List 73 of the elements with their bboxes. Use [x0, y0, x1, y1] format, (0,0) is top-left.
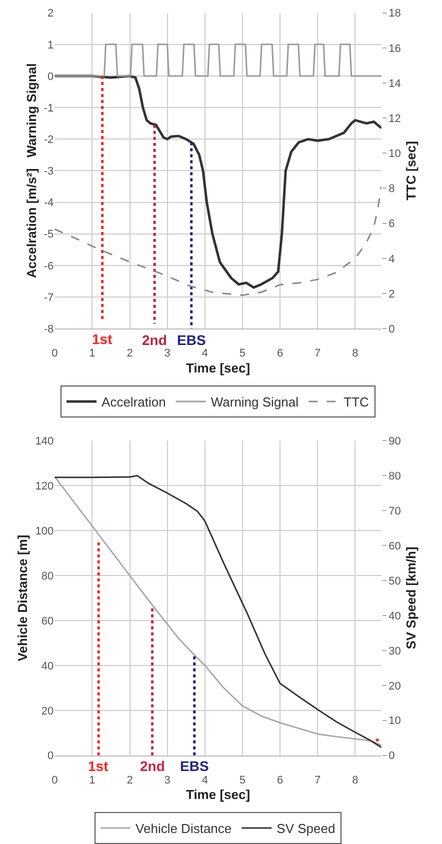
y2-tick-label: 14 — [388, 78, 401, 90]
y2-tick-label: 40 — [388, 610, 401, 622]
y2-axis-title: SV Speed [km/h] — [403, 546, 418, 650]
y2-tick-label: 10 — [388, 148, 401, 160]
y-tick-label: 1 — [48, 39, 54, 52]
y-tick-label: -5 — [44, 228, 54, 241]
x-tick-label: 7 — [314, 774, 321, 787]
y2-tick-label: 10 — [388, 715, 401, 728]
x-tick-label: 6 — [276, 348, 284, 360]
y2-tick-label: 18 — [388, 8, 401, 20]
legend-label: Warning Signal — [210, 394, 299, 410]
y2-tick-label: 6 — [388, 218, 395, 230]
y2-tick-label: 30 — [388, 645, 401, 658]
y2-tick-label: 90 — [388, 436, 401, 448]
x-tick-label: 8 — [352, 774, 358, 787]
y2-tick-label: 12 — [388, 112, 401, 125]
y2-tick-label: 80 — [388, 470, 401, 482]
y-tick-label: -4 — [44, 197, 54, 210]
x-tick-label: 4 — [202, 774, 208, 787]
y-tick-label: -6 — [44, 260, 54, 272]
x-tick-label: 7 — [314, 348, 321, 360]
legend-label: Vehicle Distance — [136, 821, 232, 836]
y-tick-label: -3 — [44, 166, 54, 178]
annotation: 2nd — [140, 758, 165, 774]
annotation: 2nd — [142, 332, 167, 348]
y2-tick-label: 70 — [388, 505, 401, 518]
y2-axis-title: TTC [sec] — [403, 141, 418, 200]
x-tick-label: 3 — [164, 348, 170, 360]
y2-tick-label: 2 — [388, 288, 395, 300]
x-tick-label: 6 — [276, 774, 284, 787]
y2-tick-label: 50 — [388, 575, 401, 588]
y-tick-label: 80 — [41, 570, 54, 582]
x-tick-label: 1 — [89, 348, 96, 360]
y-tick-label: 0 — [48, 70, 54, 83]
y2-tick-label: 20 — [388, 680, 401, 692]
x-tick-label: 2 — [126, 348, 133, 360]
legend-label: TTC — [344, 394, 369, 410]
y2-tick-label: 8 — [388, 183, 395, 196]
line-series — [54, 186, 382, 296]
y-tick-label: 60 — [41, 615, 54, 628]
y2-tick-label: 4 — [388, 253, 395, 266]
y-tick-label: 0 — [48, 750, 54, 762]
y-tick-label: 2 — [48, 8, 54, 20]
x-axis-title: Time [sec] — [186, 360, 250, 376]
annotation: EBS — [180, 758, 209, 774]
x-tick-label: 1 — [89, 774, 96, 787]
x-tick-label: 4 — [202, 348, 208, 360]
legend-label: Accelration — [102, 394, 166, 410]
annotation: EBS — [177, 332, 206, 348]
y-tick-label: -1 — [44, 102, 54, 114]
annotation: 1st — [92, 331, 113, 347]
x-tick-label: 5 — [239, 774, 246, 787]
y2-tick-label: 16 — [388, 42, 401, 55]
x-tick-label: 5 — [239, 348, 246, 360]
x-tick-label: 8 — [352, 348, 358, 360]
x-tick-label: 2 — [126, 774, 133, 787]
y-tick-label: 20 — [41, 705, 54, 718]
annotation: 1st — [88, 758, 109, 774]
y-tick-label: -2 — [44, 134, 54, 146]
y-tick-label: 140 — [35, 436, 54, 448]
y-tick-label: 120 — [35, 480, 54, 492]
x-axis-title: Time [sec] — [186, 787, 250, 802]
y-tick-label: -8 — [44, 323, 54, 336]
y-axis-title: Vehicle Distance [m] — [15, 534, 30, 662]
y2-tick-label: 60 — [388, 540, 401, 552]
y-tick-label: 40 — [41, 660, 54, 672]
y-tick-label: -7 — [44, 292, 54, 304]
y2-tick-label: 0 — [388, 750, 395, 762]
y-tick-label: 100 — [35, 525, 54, 538]
x-tick-label: 3 — [164, 774, 170, 787]
legend-label: SV Speed — [276, 821, 336, 836]
y2-tick-label: 0 — [388, 323, 395, 336]
y-axis-title: Accelration [m/s²] Warning Signal — [24, 63, 39, 278]
